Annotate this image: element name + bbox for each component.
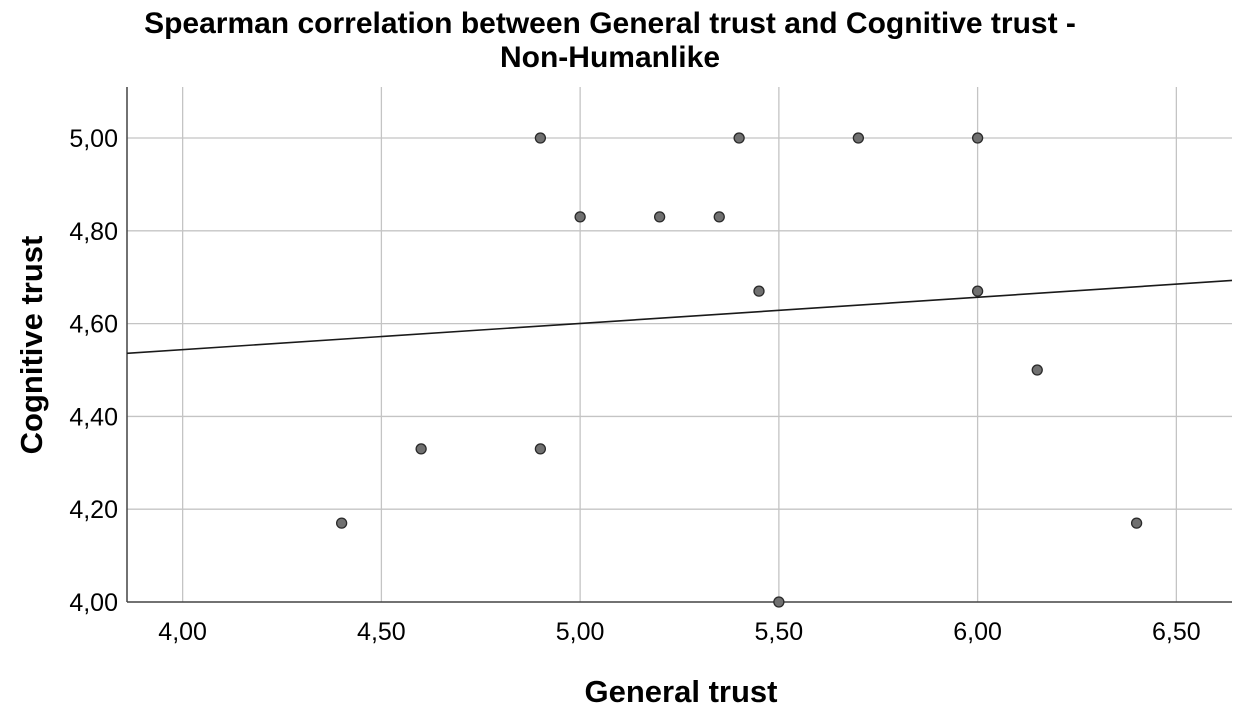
y-tick-label: 4,00 (69, 589, 118, 617)
data-point (335, 517, 348, 529)
x-tick-label: 6,50 (1152, 618, 1201, 646)
data-points (335, 132, 1143, 608)
data-point (733, 132, 745, 144)
x-tick-label: 5,50 (755, 618, 804, 646)
data-point (971, 132, 984, 144)
x-tick-label: 4,00 (158, 618, 207, 646)
data-point (971, 285, 984, 297)
data-point (713, 211, 725, 223)
x-tick-labels: 4,00 4,50 5,00 5,50 6,00 6,50 (158, 618, 1200, 646)
fit-line-group (126, 279, 1233, 355)
chart-title: Spearman correlation between General tru… (144, 7, 1076, 74)
x-axis-title: General trust (585, 674, 778, 709)
data-point (1130, 517, 1143, 529)
x-tick-label: 5,00 (556, 618, 605, 646)
chart-title-line: Spearman correlation between General tru… (144, 7, 1076, 40)
x-tick-label: 4,50 (357, 618, 406, 646)
axes (126, 87, 1232, 603)
data-point (574, 211, 586, 223)
y-tick-label: 5,00 (69, 125, 118, 153)
y-tick-label: 4,60 (69, 311, 118, 339)
fit-line (126, 279, 1233, 355)
data-point (773, 596, 785, 608)
y-tick-label: 4,40 (69, 403, 118, 431)
x-tick-label: 6,00 (953, 618, 1002, 646)
y-tick-labels: 4,00 4,20 4,40 4,60 4,80 5,00 (69, 125, 118, 617)
data-point (534, 132, 547, 144)
chart-title-line: Non-Humanlike (500, 41, 720, 74)
data-point (415, 443, 427, 455)
y-axis-title: Cognitive trust (14, 236, 49, 455)
grid (127, 87, 1232, 602)
data-point (753, 285, 765, 297)
y-tick-label: 4,20 (69, 496, 118, 524)
data-point (1031, 364, 1043, 376)
data-point (852, 132, 865, 144)
data-point (653, 211, 666, 223)
y-tick-label: 4,80 (69, 218, 118, 246)
data-point (534, 443, 547, 455)
